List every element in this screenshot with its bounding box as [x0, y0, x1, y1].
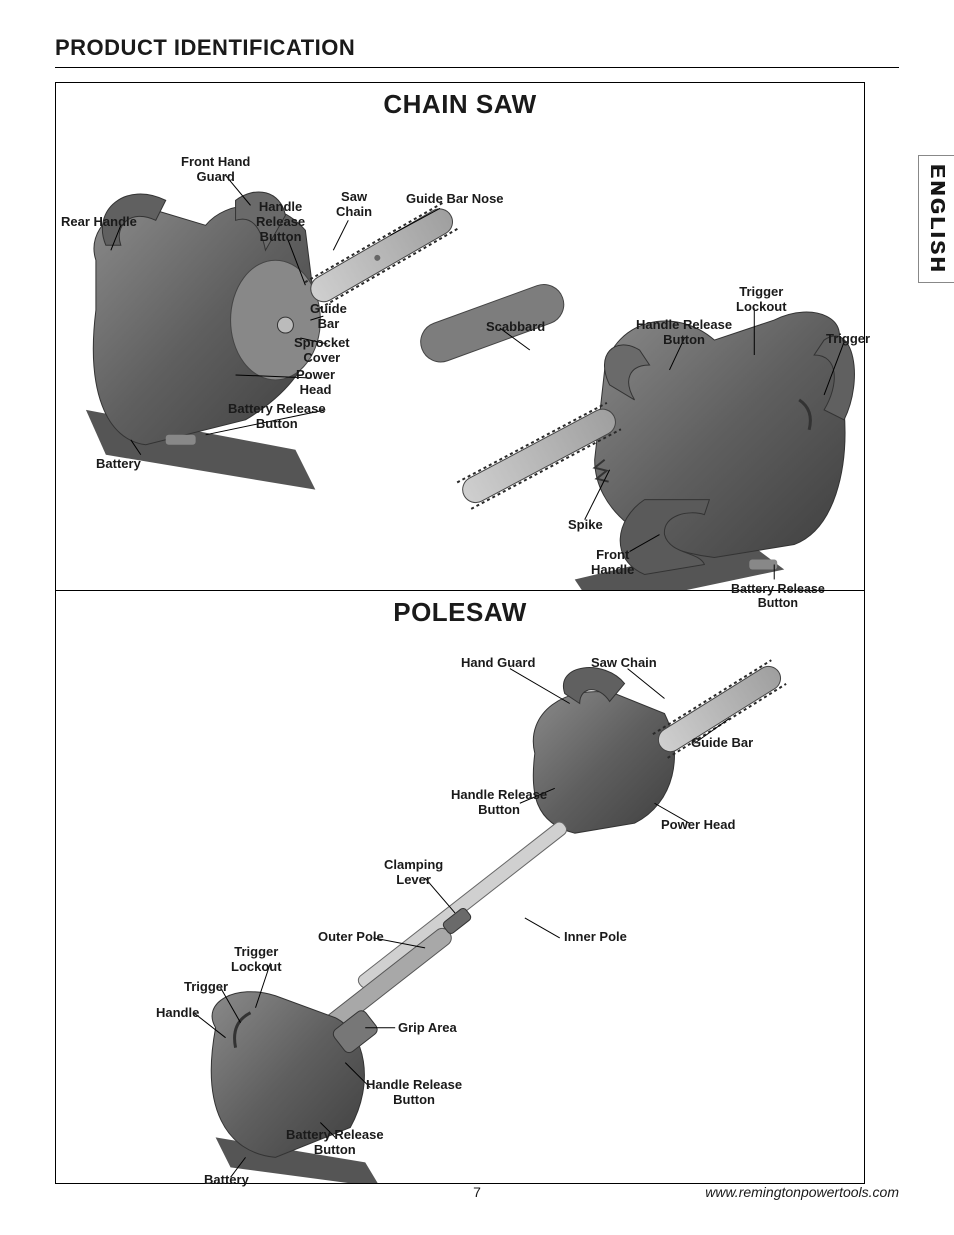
plbl-handle-release-bot: Handle ReleaseButton: [366, 1078, 462, 1108]
plbl-outer-pole: Outer Pole: [318, 930, 384, 945]
plbl-inner-pole: Inner Pole: [564, 930, 627, 945]
plbl-trigger-lockout: TriggerLockout: [231, 945, 282, 975]
lbl-sprocket-cover: SprocketCover: [294, 336, 350, 366]
plbl-hand-guard: Hand Guard: [461, 656, 535, 671]
polesaw-title: POLESAW: [56, 591, 864, 628]
page-title: PRODUCT IDENTIFICATION: [55, 35, 899, 68]
footer-url: www.remingtonpowertools.com: [705, 1184, 899, 1200]
language-tab: ENGLISH: [918, 155, 954, 283]
plbl-grip-area: Grip Area: [398, 1021, 457, 1036]
chainsaw-canvas: Front HandGuard Rear Handle HandleReleas…: [56, 120, 864, 590]
lbl-spike: Spike: [568, 518, 603, 533]
plbl-trigger: Trigger: [184, 980, 228, 995]
plbl-handle: Handle: [156, 1006, 199, 1021]
lbl-power-head: PowerHead: [296, 368, 335, 398]
lbl-guide-bar-nose: Guide Bar Nose: [406, 192, 504, 207]
lbl-trigger: Trigger: [826, 332, 870, 347]
lbl-handle-release-l: HandleReleaseButton: [256, 200, 305, 245]
lbl-battery: Battery: [96, 457, 141, 472]
plbl-handle-release-top: Handle ReleaseButton: [451, 788, 547, 818]
lbl-rear-handle: Rear Handle: [61, 215, 137, 230]
plbl-clamping-lever: ClampingLever: [384, 858, 443, 888]
chainsaw-title: CHAIN SAW: [56, 83, 864, 120]
page: PRODUCT IDENTIFICATION ENGLISH CHAIN SAW: [0, 0, 954, 1235]
plbl-power-head: Power Head: [661, 818, 735, 833]
lbl-front-hand-guard: Front HandGuard: [181, 155, 250, 185]
lbl-scabbard: Scabbard: [486, 320, 545, 335]
polesaw-panel: POLESAW: [56, 591, 864, 1183]
plbl-saw-chain: Saw Chain: [591, 656, 657, 671]
lbl-saw-chain: SawChain: [336, 190, 372, 220]
plbl-batt-release: Battery ReleaseButton: [286, 1128, 384, 1158]
polesaw-canvas: Hand Guard Saw Chain Guide Bar Handle Re…: [56, 628, 864, 1183]
lbl-guide-bar: GuideBar: [310, 302, 347, 332]
figure-frame: CHAIN SAW: [55, 82, 865, 1184]
lbl-batt-release-l: Battery ReleaseButton: [228, 402, 326, 432]
lbl-handle-release-r: Handle ReleaseButton: [636, 318, 732, 348]
plbl-guide-bar: Guide Bar: [691, 736, 753, 751]
lbl-front-handle: FrontHandle: [591, 548, 634, 578]
chainsaw-panel: CHAIN SAW: [56, 83, 864, 591]
lbl-trigger-lockout: TriggerLockout: [736, 285, 787, 315]
